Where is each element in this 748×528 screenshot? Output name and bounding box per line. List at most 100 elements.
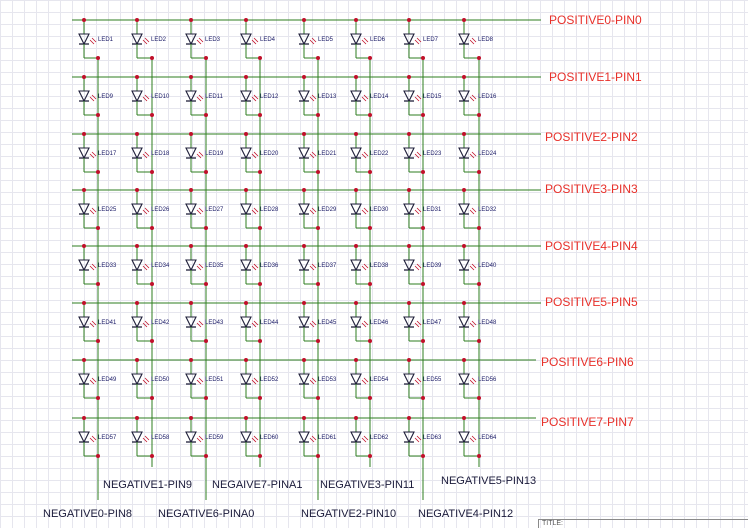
led-label: LED50 [151,377,170,383]
junction-dot [82,244,86,248]
led-symbol [298,18,320,60]
junction-dot [462,358,466,362]
junction-dot [354,416,358,420]
junction-dot [204,396,208,400]
positive-line-label: POSITIVE7-PIN7 [541,415,634,429]
junction-dot [258,170,262,174]
led-symbol [131,188,154,230]
led-symbol [458,132,481,174]
junction-dot [189,132,193,136]
junction-dot [244,132,248,136]
negative-line-label: NEGAIVE7-PINA1 [212,479,303,491]
led-symbol [403,75,425,117]
junction-dot [302,416,306,420]
led-symbol [298,75,320,117]
led-label: LED22 [370,151,389,157]
led-symbol [78,188,100,230]
led-label: LED17 [98,151,117,157]
junction-dot [462,416,466,420]
led-label: LED39 [423,263,442,269]
led-label: LED7 [423,37,439,43]
led-symbol [350,188,372,230]
led-symbol [458,244,481,286]
led-symbol [403,132,425,174]
junction-dot [189,188,193,192]
led-label: LED24 [478,151,497,157]
junction-dot [150,339,154,343]
led-symbol [350,358,372,400]
negative-line-label: NEGATIVE6-PINA0 [158,508,255,520]
junction-dot [244,75,248,79]
junction-dot [407,301,411,305]
junction-dot [150,396,154,400]
junction-dot [407,18,411,22]
led-label: LED37 [318,263,337,269]
led-label: LED34 [151,263,170,269]
led-label: LED1 [98,37,114,43]
negative-line-label: NEGATIVE1-PIN9 [103,479,193,491]
junction-dot [477,56,481,60]
led-symbol [240,188,262,230]
led-symbol [240,75,262,117]
led-label: LED35 [205,263,224,269]
junction-dot [244,18,248,22]
led-label: LED53 [318,377,337,383]
led-symbol [240,244,262,286]
junction-dot [82,416,86,420]
junction-dot [477,113,481,117]
junction-dot [462,301,466,305]
junction-dot [477,170,481,174]
junction-dot [244,358,248,362]
led-symbol [78,75,100,117]
led-label: LED52 [260,377,279,383]
junction-dot [82,188,86,192]
positive-line-label: POSITIVE3-PIN3 [545,182,638,196]
junction-dot [462,75,466,79]
junction-dot [316,454,320,458]
junction-dot [204,226,208,230]
junction-dot [150,113,154,117]
led-label: LED25 [98,207,117,213]
junction-dot [150,282,154,286]
junction-dot [96,454,100,458]
junction-dot [421,113,425,117]
led-label: LED58 [151,435,170,441]
led-symbol [240,18,262,60]
junction-dot [135,301,139,305]
led-symbol [78,244,100,286]
led-symbol [240,358,262,400]
led-label: LED55 [423,377,442,383]
junction-dot [368,170,372,174]
led-label: LED49 [98,377,117,383]
junction-dot [150,56,154,60]
junction-dot [368,113,372,117]
junction-dot [244,416,248,420]
led-label: LED31 [423,207,442,213]
junction-dot [258,339,262,343]
led-symbol [350,244,372,286]
junction-dot [204,113,208,117]
led-symbol [458,416,481,458]
junction-dot [477,396,481,400]
led-symbol [131,301,154,343]
led-label: LED59 [205,435,224,441]
junction-dot [150,170,154,174]
led-symbol [78,416,100,458]
led-symbol [131,18,154,60]
junction-dot [316,282,320,286]
led-symbol [131,358,154,400]
junction-dot [302,188,306,192]
led-label: LED8 [478,37,494,43]
led-symbol [350,18,372,60]
led-symbol [350,75,372,117]
junction-dot [96,56,100,60]
junction-dot [462,188,466,192]
led-symbol [298,416,320,458]
junction-dot [96,339,100,343]
led-symbol [458,18,481,60]
junction-dot [316,56,320,60]
junction-dot [135,244,139,248]
junction-dot [368,226,372,230]
positive-line-label: POSITIVE6-PIN6 [541,355,634,369]
led-symbol [298,358,320,400]
